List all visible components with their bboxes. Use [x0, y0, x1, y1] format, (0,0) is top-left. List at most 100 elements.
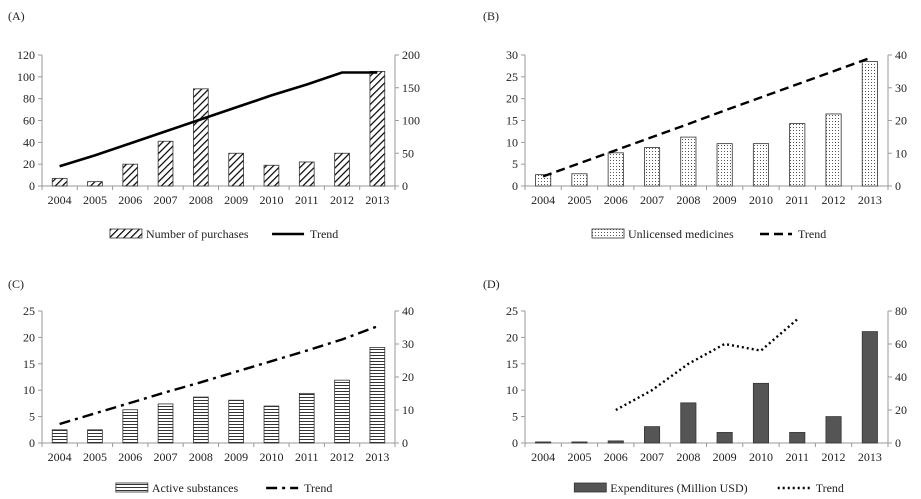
bar-2012 — [825, 416, 842, 444]
x-tick-label: 2010 — [259, 193, 283, 207]
bar-2012 — [334, 152, 350, 187]
y-tick-label: 5 — [512, 157, 518, 171]
bar-2011 — [298, 392, 315, 444]
x-tick-label: 2007 — [640, 193, 664, 207]
y-tick-label: 0 — [29, 179, 35, 193]
y2-tick-label: 20 — [402, 370, 414, 384]
x-tick-label: 2008 — [676, 193, 700, 207]
bar-2012 — [334, 379, 350, 444]
chart-panel-d: (D) 0 5 10 15 20 25 0 20 40 60 80 2004 2005 2006 2007 20… — [483, 277, 907, 495]
bar-2004 — [51, 177, 68, 187]
bar-2011 — [298, 161, 315, 187]
bar-2005 — [571, 441, 588, 444]
x-tick-label: 2004 — [48, 450, 72, 464]
x-tick-label: 2011 — [295, 450, 319, 464]
x-tick-label: 2005 — [83, 450, 107, 464]
chart-panel-b: (B) 0 5 10 15 20 25 30 0 10 20 30 40 2004 2005 2006 2007… — [483, 9, 907, 241]
bar-2007 — [644, 426, 661, 444]
y-tick-label: 100 — [17, 70, 35, 84]
bar-2005 — [87, 429, 103, 444]
y2-tick-label: 0 — [402, 436, 408, 450]
bar-2011 — [789, 123, 806, 187]
y-tick-label: 15 — [23, 357, 35, 371]
x-tick-label: 2009 — [713, 450, 737, 464]
bar-2009 — [716, 432, 733, 444]
bar-2013 — [861, 331, 878, 444]
x-tick-label: 2012 — [822, 450, 846, 464]
y2-tick-label: 50 — [402, 146, 414, 160]
y-tick-label: 20 — [506, 92, 518, 106]
legend-bar-swatch — [573, 482, 607, 493]
bar-2009 — [228, 399, 244, 444]
x-tick-label: 2006 — [604, 450, 628, 464]
x-tick-label: 2009 — [224, 193, 248, 207]
bar-2009 — [716, 143, 733, 187]
x-tick-label: 2011 — [295, 193, 319, 207]
x-tick-label: 2013 — [858, 193, 882, 207]
y2-tick-label: 100 — [402, 114, 420, 128]
y-tick-label: 10 — [506, 135, 518, 149]
y2-tick-label: 10 — [895, 146, 907, 160]
y2-tick-label: 0 — [895, 436, 901, 450]
x-tick-label: 2005 — [83, 193, 107, 207]
legend-line-label: Trend — [798, 227, 826, 241]
x-tick-label: 2006 — [118, 193, 142, 207]
x-tick-label: 2013 — [365, 450, 389, 464]
bar-2004 — [535, 174, 552, 187]
y2-tick-label: 0 — [895, 179, 901, 193]
y-tick-label: 10 — [23, 383, 35, 397]
trend-line — [615, 318, 799, 412]
trend-line — [542, 56, 871, 178]
bar-2010 — [263, 164, 280, 187]
legend: Unlicensed medicines Trend — [591, 227, 826, 241]
bar-2011 — [789, 432, 806, 444]
bar-2007 — [644, 147, 661, 187]
panel-label: (D) — [483, 277, 500, 291]
legend-line-label: Trend — [310, 227, 338, 241]
bar-2004 — [535, 441, 552, 444]
y2-tick-label: 20 — [895, 403, 907, 417]
y-tick-label: 25 — [23, 304, 35, 318]
x-tick-label: 2005 — [567, 450, 591, 464]
y2-tick-label: 80 — [895, 304, 907, 318]
chart-panel-c: (C) 0 5 10 15 20 25 0 10 20 30 40 2004 2005 2006 2007 20… — [8, 277, 414, 495]
bar-2005 — [87, 181, 103, 187]
bar-2013 — [861, 61, 878, 187]
panel-label: (C) — [8, 277, 24, 291]
y-tick-label: 15 — [506, 357, 518, 371]
x-tick-label: 2013 — [365, 193, 389, 207]
x-tick-label: 2010 — [749, 450, 773, 464]
bar-2008 — [193, 396, 209, 444]
panel-label: (A) — [8, 9, 25, 23]
bar-2010 — [263, 405, 280, 444]
bar-2006 — [607, 152, 624, 187]
legend: Active substances Trend — [115, 481, 332, 495]
y-tick-label: 10 — [506, 383, 518, 397]
bar-2006 — [122, 409, 139, 444]
y-tick-label: 5 — [512, 410, 518, 424]
y-tick-label: 5 — [29, 410, 35, 424]
y-tick-label: 20 — [23, 157, 35, 171]
legend-bar-swatch — [115, 482, 149, 493]
x-tick-label: 2012 — [330, 193, 354, 207]
trend-line — [59, 71, 378, 168]
legend-line-label: Trend — [816, 481, 844, 495]
y2-tick-label: 150 — [402, 81, 420, 95]
legend-bar-label: Number of purchases — [146, 227, 249, 241]
x-tick-label: 2011 — [785, 450, 809, 464]
bar-2008 — [680, 136, 697, 187]
x-tick-label: 2009 — [713, 193, 737, 207]
bar-2004 — [51, 429, 68, 444]
bar-2012 — [825, 113, 842, 187]
legend-bar-swatch — [109, 228, 143, 239]
bar-2007 — [157, 403, 174, 444]
y-tick-label: 20 — [23, 330, 35, 344]
x-tick-label: 2004 — [531, 193, 555, 207]
y-tick-label: 20 — [506, 330, 518, 344]
y2-tick-label: 40 — [402, 304, 414, 318]
x-tick-label: 2006 — [118, 450, 142, 464]
trend-line — [59, 325, 378, 426]
x-tick-label: 2010 — [749, 193, 773, 207]
x-tick-label: 2009 — [224, 450, 248, 464]
